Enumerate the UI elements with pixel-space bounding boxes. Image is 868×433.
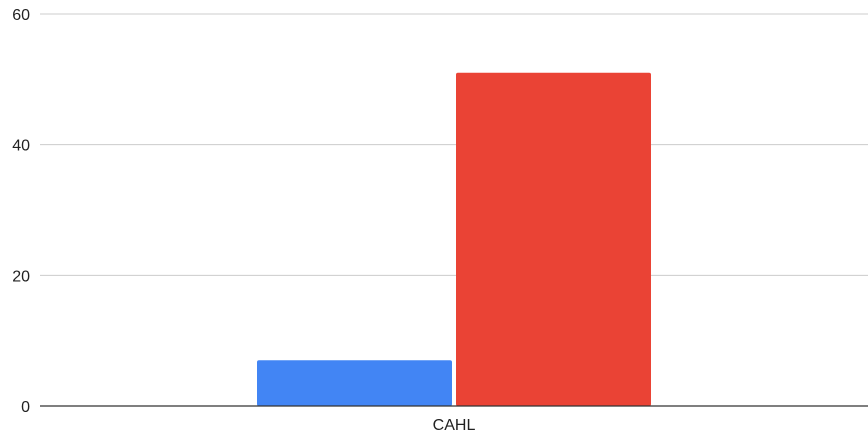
y-tick-label: 40: [12, 138, 30, 155]
bar-series-1-cahl: [257, 360, 452, 406]
bar-series-2-cahl: [456, 72, 651, 407]
y-axis-ticks: 0 20 40 60: [12, 7, 30, 416]
y-tick-label: 0: [21, 399, 30, 416]
gridlines: [40, 13, 868, 276]
x-category-label: CAHL: [433, 417, 476, 433]
bars: [257, 72, 651, 407]
y-tick-label: 20: [12, 268, 30, 285]
x-axis-labels: CAHL: [433, 417, 476, 433]
y-tick-label: 60: [12, 7, 30, 24]
